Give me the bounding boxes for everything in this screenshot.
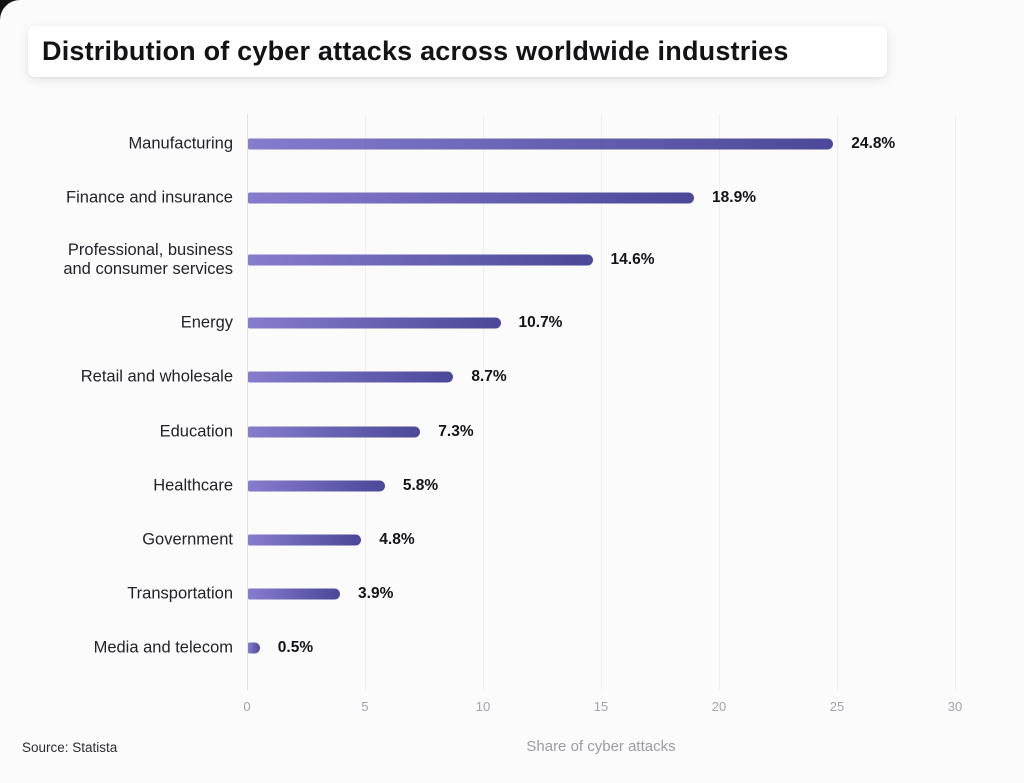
value-label: 5.8% <box>402 477 439 494</box>
category-label: Retail and wholesale <box>80 367 233 386</box>
bar <box>248 534 362 546</box>
page-title: Distribution of cyber attacks across wor… <box>42 36 789 66</box>
bar <box>248 426 421 438</box>
x-tick-label: 25 <box>829 699 845 714</box>
category-label: Finance and insurance <box>66 188 233 207</box>
bar <box>248 138 834 150</box>
x-tick-label: 15 <box>593 699 609 714</box>
gridline <box>719 114 720 690</box>
bar <box>248 371 454 383</box>
title-card: Distribution of cyber attacks across wor… <box>28 26 887 77</box>
value-label: 3.9% <box>358 585 394 602</box>
x-axis-label: Share of cyber attacks <box>526 738 676 755</box>
category-label: Transportation <box>127 584 233 603</box>
category-label: Healthcare <box>153 476 233 495</box>
category-label: Professional, business and consumer serv… <box>63 241 233 278</box>
value-label: 8.7% <box>471 368 507 385</box>
category-label: Education <box>159 422 233 441</box>
value-label: 7.3% <box>438 423 474 440</box>
category-label: Manufacturing <box>128 134 233 153</box>
x-tick-label: 30 <box>947 699 963 714</box>
category-label: Media and telecom <box>93 638 233 657</box>
bar <box>248 588 341 600</box>
bar <box>248 254 593 266</box>
bar <box>248 642 260 654</box>
bar <box>248 317 501 329</box>
bar <box>248 192 695 204</box>
value-label: 10.7% <box>518 314 563 331</box>
category-label: Government <box>142 530 233 549</box>
value-label: 14.6% <box>610 251 655 268</box>
category-label: Energy <box>180 313 233 332</box>
x-tick-label: 10 <box>475 699 491 714</box>
gridline <box>955 114 956 690</box>
bar <box>248 480 385 492</box>
source-text: Source: Statista <box>22 740 118 755</box>
y-axis-line <box>247 114 248 690</box>
value-label: 24.8% <box>851 135 896 152</box>
value-label: 18.9% <box>712 189 756 206</box>
gridline <box>483 114 484 690</box>
gridline <box>837 114 838 690</box>
gridline <box>601 114 602 690</box>
x-tick-label: 20 <box>711 699 727 714</box>
x-tick-label: 5 <box>361 699 369 714</box>
value-label: 0.5% <box>277 639 314 656</box>
gridline <box>365 114 366 690</box>
value-label: 4.8% <box>379 531 415 548</box>
x-tick-label: 0 <box>243 699 251 714</box>
